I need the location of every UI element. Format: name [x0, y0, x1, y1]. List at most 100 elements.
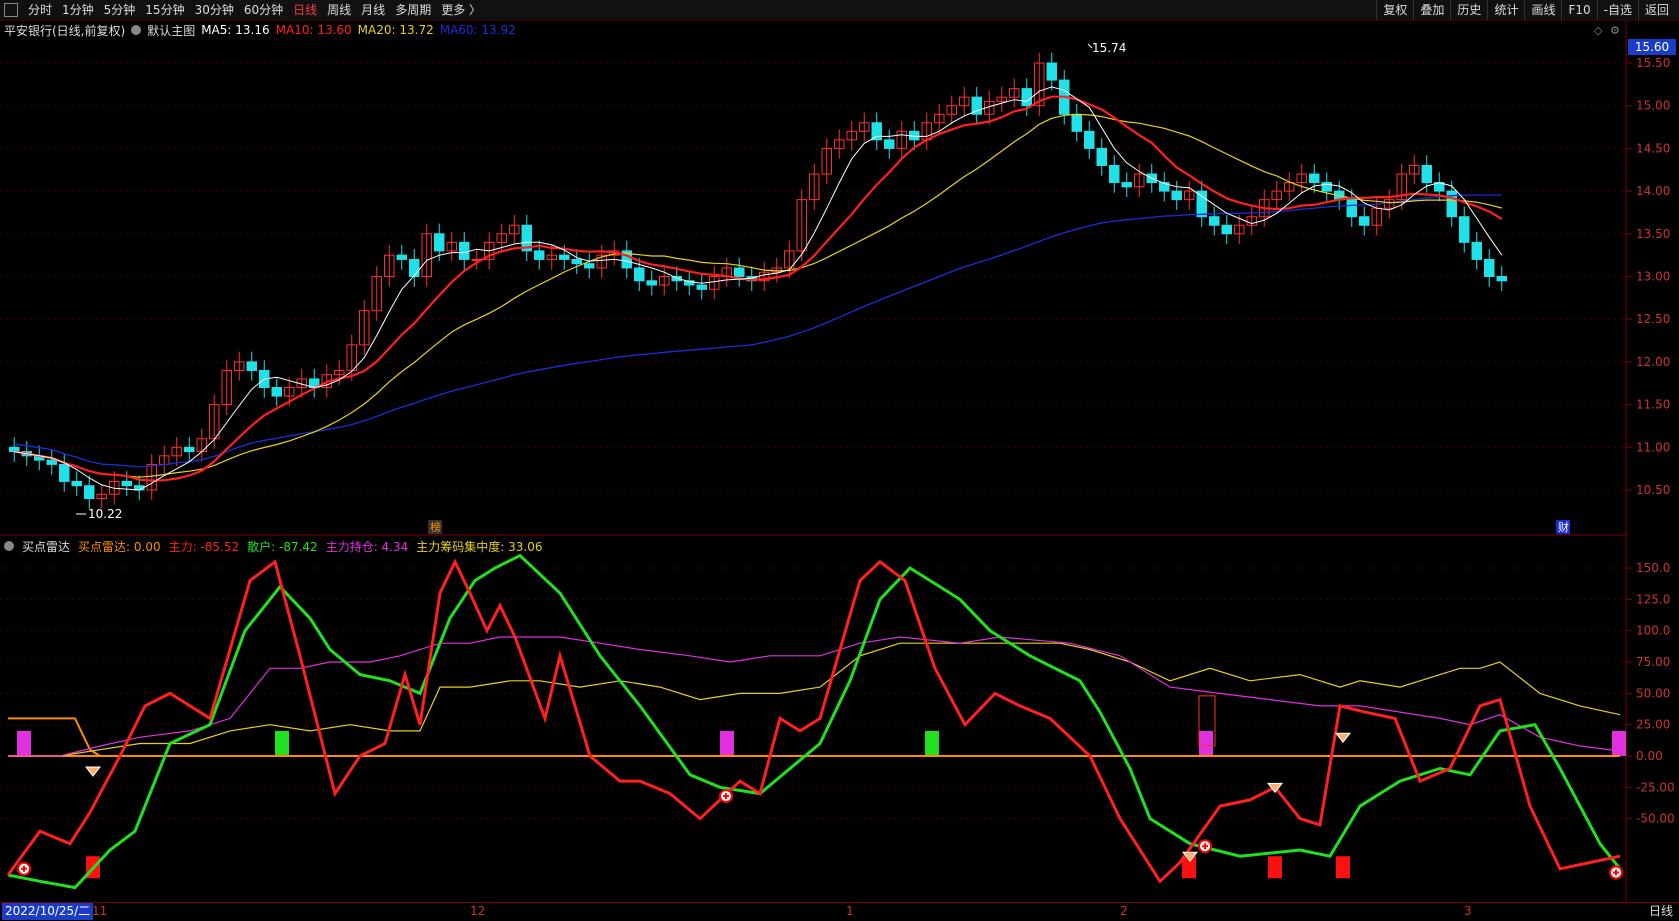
ma10-line — [14, 95, 1503, 482]
candle-body — [209, 404, 220, 440]
candle-body — [1321, 182, 1332, 192]
f10-button[interactable]: F10 — [1561, 0, 1596, 20]
candle-body — [9, 446, 20, 453]
candle-body — [1209, 216, 1220, 226]
overlay-button[interactable]: 叠加 — [1413, 0, 1450, 20]
indicator-name[interactable]: 买点雷达 — [22, 539, 71, 554]
window-icon[interactable] — [4, 3, 18, 17]
tab-period[interactable]: 1分钟 — [62, 3, 94, 17]
candle-body — [1109, 164, 1120, 184]
ma60-line — [14, 194, 1502, 468]
candle-body — [734, 267, 745, 277]
event-marker-b-label: 财 — [1558, 520, 1569, 534]
adjust-button[interactable]: 复权 — [1376, 0, 1413, 20]
price-tick-label: 10.50 — [1636, 483, 1670, 497]
candle-body — [234, 361, 245, 371]
candle-body — [1309, 173, 1320, 184]
price-tick-label: 11.50 — [1636, 398, 1670, 412]
candle-body — [1271, 190, 1282, 201]
candle-body — [96, 493, 107, 500]
tab-period[interactable]: 30分钟 — [194, 3, 234, 17]
tab-period[interactable]: 60分钟 — [243, 3, 284, 17]
candle-body — [959, 96, 970, 107]
candle-body — [1484, 258, 1495, 278]
candle-body — [146, 463, 157, 491]
tab-period[interactable]: 15分钟 — [145, 3, 185, 17]
candle-body — [184, 446, 195, 453]
ma20-line — [14, 113, 1502, 478]
candle-body — [1071, 113, 1082, 132]
holding-line — [8, 636, 1621, 757]
candle-body — [1184, 190, 1195, 201]
price-tick-label: 13.00 — [1636, 270, 1670, 284]
indicator-tick-label: 125.0 — [1636, 592, 1670, 606]
template-name[interactable]: 默认主图 — [147, 23, 196, 38]
candle-body — [384, 254, 395, 277]
x-label-feb: 2 — [1120, 904, 1128, 918]
candle-body — [634, 267, 645, 282]
sell-signal-bar — [1336, 856, 1350, 879]
price-tick-label: 12.00 — [1636, 355, 1670, 369]
price-tick-label: 11.00 — [1636, 440, 1670, 454]
template-toggle-icon[interactable] — [131, 25, 142, 35]
low-price-label: 10.22 — [88, 507, 122, 521]
tab-period[interactable]: 周线 — [327, 3, 352, 17]
candle-body — [1121, 182, 1132, 188]
event-marker-a[interactable] — [428, 520, 442, 534]
indicator-toggle-icon[interactable] — [4, 541, 14, 551]
current-price-badge: 15.60 — [1628, 39, 1676, 55]
tab-period[interactable]: 多周期 — [395, 3, 432, 17]
candle-body — [709, 276, 720, 290]
retail-label: 散户: -87.42 — [247, 539, 318, 554]
candle-body — [521, 224, 532, 252]
diamond-signal-icon — [1266, 782, 1284, 794]
candle-body — [559, 254, 570, 260]
tab-period-daily[interactable]: 日线 — [293, 3, 318, 17]
settings-icon[interactable]: ⚙ — [1610, 24, 1620, 37]
candle-body — [1034, 62, 1045, 107]
period-tabs: 分时 1分钟 5分钟 15分钟 30分钟 60分钟 日线 周线 月线 多周期 更… — [4, 0, 485, 20]
price-tick-label: 15.50 — [1636, 56, 1670, 70]
indicator-tick-label: 25.00 — [1636, 718, 1670, 732]
history-button[interactable]: 历史 — [1450, 0, 1487, 20]
x-label-dec: 12 — [470, 904, 486, 918]
signal-bar — [1612, 730, 1626, 756]
candle-body — [896, 130, 907, 149]
price-tick-label: 13.50 — [1636, 227, 1670, 241]
candle-body — [84, 485, 95, 500]
candle-body — [1471, 241, 1482, 260]
draw-button[interactable]: 画线 — [1524, 0, 1561, 20]
back-button[interactable]: 返回 — [1637, 0, 1675, 20]
event-marker-b[interactable] — [1556, 520, 1570, 534]
candle-body — [971, 96, 982, 115]
stock-title[interactable]: 平安银行(日线,前复权) — [4, 23, 126, 38]
tab-period[interactable]: 分时 — [28, 3, 53, 17]
candle-body — [371, 276, 382, 312]
candle-body — [796, 199, 807, 252]
tab-period[interactable]: 月线 — [361, 3, 386, 17]
concentration-label: 主力筹码集中度: 33.06 — [416, 539, 543, 554]
indicator-panel-info: 买点雷达 买点雷达: 0.00 主力: -85.52 散户: -87.42 主力… — [4, 537, 550, 555]
stats-button[interactable]: 统计 — [1487, 0, 1524, 20]
diamond-icon[interactable]: ◇ — [1594, 24, 1603, 37]
indicator-axis: 150.0 125.0 100.0 75.00 50.00 25.00 0.00 -25.00… — [1626, 561, 1675, 826]
candle-body — [934, 113, 945, 124]
watchlist-button[interactable]: -自选 — [1596, 0, 1638, 20]
candle-body — [409, 258, 420, 278]
indicator-tick-label: 100.0 — [1636, 624, 1670, 638]
candle-body — [171, 446, 182, 457]
indicator-tick-label: -50.00 — [1636, 812, 1675, 826]
indicator-tick-label: 50.00 — [1636, 686, 1670, 700]
x-label-nov: 11 — [92, 904, 108, 918]
candle-body — [696, 284, 707, 290]
candle-body — [1496, 276, 1507, 282]
tab-period[interactable]: 5分钟 — [103, 3, 136, 17]
candle-body — [71, 480, 82, 487]
indicator-icons — [17, 732, 1623, 880]
price-tick-label: 12.50 — [1636, 312, 1670, 326]
tab-more[interactable]: 更多 〉 — [441, 3, 482, 17]
diamond-signal-icon — [1181, 851, 1199, 863]
candle-body — [596, 254, 607, 269]
candle-body — [496, 233, 507, 243]
